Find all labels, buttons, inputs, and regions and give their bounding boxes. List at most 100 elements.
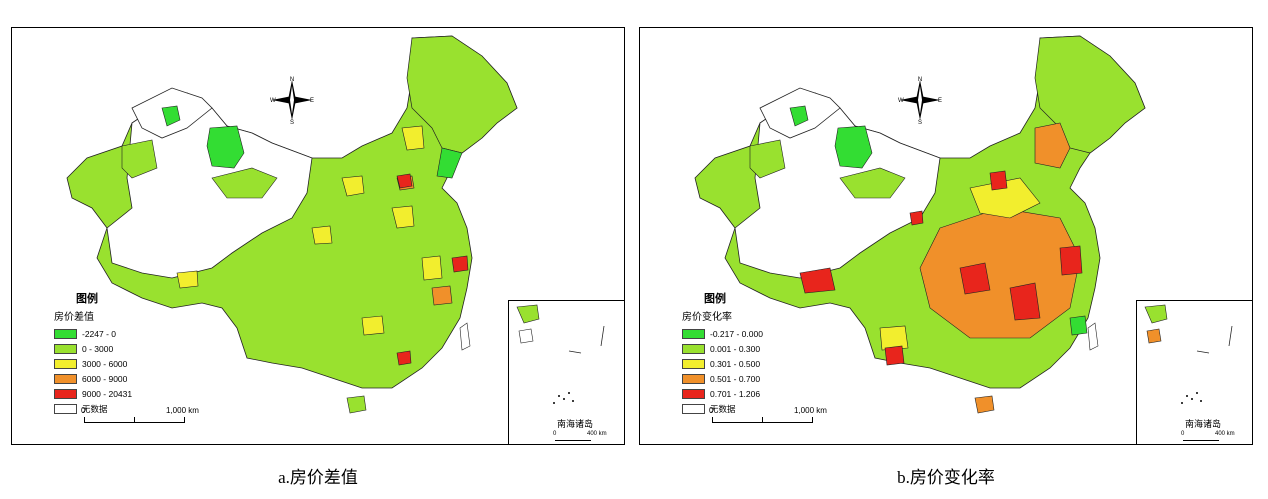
legend-swatch — [682, 343, 705, 354]
region-yellow-1 — [401, 125, 425, 151]
inset-scale-max: 400 km — [1215, 431, 1235, 437]
region-small-green — [161, 105, 181, 127]
region-yellow-3 — [391, 205, 415, 229]
region-yellow-5 — [176, 270, 199, 289]
legend-swatch — [54, 328, 77, 339]
legend-swatch — [682, 388, 705, 399]
legend-label: 0.001 - 0.300 — [710, 343, 761, 354]
region-bright-green — [834, 125, 873, 169]
region-central-yellow — [969, 177, 1041, 219]
map-legend: 图例 房价变化率 -0.217 - 0.000 0.001 - 0.300 0.… — [682, 290, 812, 416]
region-green-gansu — [839, 167, 906, 199]
compass-w: W — [270, 98, 276, 104]
legend-swatch — [54, 403, 77, 414]
legend-label: 6000 - 9000 — [82, 373, 128, 384]
no-data-region-west — [106, 92, 313, 279]
legend-label: 0.701 - 1.206 — [710, 388, 761, 399]
legend-label: -0.217 - 0.000 — [710, 328, 763, 339]
region-orange-1 — [431, 285, 453, 306]
legend-item: 无数据 — [682, 401, 812, 416]
region-taiwan — [1087, 322, 1099, 351]
compass-rose: N S W E — [268, 76, 316, 126]
legend-label: 无数据 — [82, 403, 108, 414]
scale-zero-label: 0 — [709, 406, 714, 415]
scale-max-label: 1,000 km — [166, 406, 199, 415]
legend-item: 0.001 - 0.300 — [682, 341, 812, 356]
legend-swatch — [54, 358, 77, 369]
region-bright-green — [206, 125, 245, 169]
region-yellow-2 — [341, 175, 365, 197]
region-northeast — [1034, 35, 1146, 154]
region-red-south — [884, 345, 905, 366]
region-green-xinjiang — [749, 139, 786, 179]
region-red-1 — [959, 262, 991, 295]
legend-item: 0.701 - 1.206 — [682, 386, 812, 401]
legend-item: -0.217 - 0.000 — [682, 326, 812, 341]
legend-item: 3000 - 6000 — [54, 356, 184, 371]
legend-swatch — [54, 373, 77, 384]
region-red-2 — [1009, 282, 1041, 321]
scale-bar: 0 1,000 km — [80, 406, 199, 426]
inset-scale-max: 400 km — [587, 431, 607, 437]
scale-zero-label: 0 — [81, 406, 86, 415]
legend-label: 0 - 3000 — [82, 343, 114, 354]
compass-s: S — [290, 120, 294, 124]
inset-scale-bar: 0 400 km — [553, 431, 613, 444]
region-red-3 — [1059, 245, 1083, 276]
south-china-sea-inset: 南海诸岛 0 400 km — [1136, 300, 1252, 444]
region-yellow-south — [879, 325, 909, 351]
region-red-5 — [909, 210, 924, 226]
legend-swatch — [682, 403, 705, 414]
region-red-shanghai — [451, 255, 469, 273]
legend-subtitle: 房价变化率 — [682, 312, 732, 323]
region-red-beijing — [396, 173, 413, 189]
south-china-sea-inset: 南海诸岛 0 400 km — [508, 300, 624, 444]
inset-scale-bar: 0 400 km — [1181, 431, 1241, 444]
region-northeast — [406, 35, 518, 154]
map-legend: 图例 房价差值 -2247 - 0 0 - 3000 3000 - 6000 6… — [54, 290, 184, 416]
legend-label: 无数据 — [710, 403, 736, 414]
inset-scale-zero: 0 — [1181, 431, 1185, 437]
choropleth-map — [66, 35, 518, 414]
legend-item: -2247 - 0 — [54, 326, 184, 341]
scale-bar: 0 1,000 km — [708, 406, 827, 426]
region-hainan — [346, 395, 367, 414]
region-central-orange — [919, 207, 1081, 339]
region-ne-orange — [1034, 122, 1071, 169]
region-red-4 — [989, 170, 1008, 191]
legend-swatch — [682, 328, 705, 339]
legend-item: 6000 - 9000 — [54, 371, 184, 386]
region-green-gansu — [211, 167, 278, 199]
region-taiwan — [459, 322, 471, 351]
legend-swatch — [682, 373, 705, 384]
legend-item: 0 - 3000 — [54, 341, 184, 356]
legend-item: 无数据 — [54, 401, 184, 416]
legend-label: 3000 - 6000 — [82, 358, 128, 369]
inset-scale-zero: 0 — [553, 431, 557, 437]
caption-a: a.房价差值 — [278, 468, 358, 487]
region-ne-green — [436, 147, 463, 179]
inset-label: 南海诸岛 — [1185, 419, 1222, 429]
map-panel-house-price-change-rate: N S W E 图例 房价变化率 -0.217 - 0.000 0.001 - … — [639, 27, 1253, 445]
legend-swatch — [54, 388, 77, 399]
region-red-shenzhen — [396, 350, 412, 366]
legend-label: -2247 - 0 — [82, 328, 117, 339]
region-green-coast — [1069, 315, 1088, 336]
region-small-green — [789, 105, 809, 127]
region-yellow-7 — [361, 315, 385, 336]
scale-max-label: 1,000 km — [794, 406, 827, 415]
legend-label: 0.301 - 0.500 — [710, 358, 761, 369]
region-red-tibet — [799, 267, 836, 294]
region-hainan — [974, 395, 995, 414]
legend-subtitle: 房价差值 — [54, 312, 94, 323]
legend-title: 图例 — [704, 293, 726, 305]
legend-item: 9000 - 20431 — [54, 386, 184, 401]
compass-s: S — [918, 120, 922, 124]
map-panel-house-price-difference: N S W E 图例 房价差值 -2247 - 0 0 - 3000 3000 … — [11, 27, 625, 445]
legend-swatch — [682, 358, 705, 369]
compass-n: N — [918, 77, 922, 83]
no-data-region-west — [734, 92, 941, 279]
choropleth-map — [694, 35, 1146, 414]
legend-swatch — [54, 343, 77, 354]
compass-e: E — [310, 98, 314, 104]
